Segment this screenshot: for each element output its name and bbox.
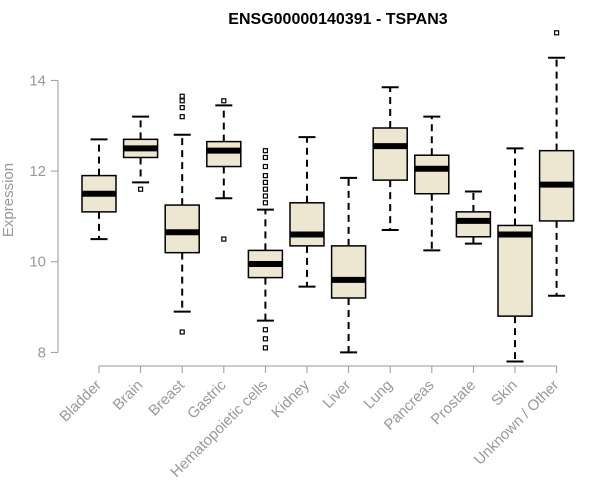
box-body [372, 127, 408, 181]
x-tick-label: Kidney [268, 376, 313, 421]
outlier-point [138, 186, 144, 192]
y-tick-label: 12 [29, 163, 46, 180]
box-lung [372, 86, 408, 231]
outlier-point [262, 193, 268, 199]
outlier-point [262, 186, 268, 192]
outlier-point [179, 98, 185, 104]
y-tick-label: 10 [29, 254, 46, 271]
box-body [414, 154, 450, 195]
chart-title: ENSG00000140391 - TSPAN3 [228, 11, 447, 28]
outlier-point [262, 154, 268, 161]
outlier-point [262, 327, 268, 333]
box-series [81, 30, 575, 363]
outlier-point [262, 345, 268, 351]
box-body [206, 140, 242, 168]
box-liver [330, 176, 367, 354]
box-body [455, 211, 492, 238]
x-tick-label: Skin [488, 377, 521, 410]
box-body [164, 204, 200, 254]
box-bladder [81, 138, 117, 241]
outlier-point [179, 114, 185, 120]
outlier-point [553, 30, 560, 36]
y-axis: 8 10 12 14 [29, 72, 59, 361]
x-tick-label: Lung [360, 377, 396, 413]
outlier-point [221, 236, 227, 242]
box-unknown-other [538, 30, 575, 297]
box-body [289, 202, 325, 247]
box-skin [497, 147, 533, 363]
x-tick-label: Prostate [428, 377, 480, 429]
outlier-point [262, 163, 268, 170]
box-kidney [289, 136, 325, 288]
box-body [497, 224, 533, 317]
box-body [330, 245, 367, 299]
box-pancreas [414, 115, 450, 252]
y-tick-label: 8 [38, 344, 46, 361]
x-tick-label: Liver [319, 377, 354, 412]
y-tick-label: 14 [29, 72, 46, 89]
box-prostate [455, 190, 492, 245]
outlier-point [262, 336, 268, 342]
x-tick-label: Brain [110, 377, 147, 414]
outlier-point [179, 104, 185, 111]
outlier-point [179, 329, 185, 335]
outlier-point [262, 200, 268, 206]
outlier-point [262, 173, 268, 179]
x-tick-label: Bladder [56, 377, 105, 426]
x-tick-label: Breast [145, 376, 188, 419]
outlier-point [262, 179, 268, 185]
outlier-point [221, 98, 227, 104]
y-axis-label: Expression [0, 163, 17, 237]
box-gastric [206, 98, 242, 242]
box-brain [122, 115, 159, 192]
box-hematopoietic-cells [247, 148, 284, 351]
box-breast [164, 93, 200, 335]
outlier-point [179, 93, 185, 99]
outlier-point [262, 148, 268, 154]
